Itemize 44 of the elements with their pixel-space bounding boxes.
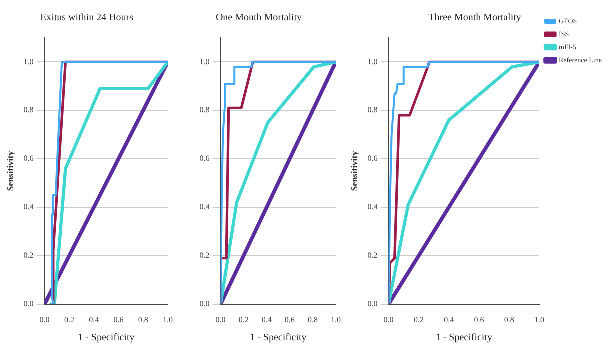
y-tick-label: 0.8 [368,106,378,115]
x-tick-label: 0.2 [414,315,424,324]
chart-title: Three Month Mortality [428,12,522,24]
y-tick-label: 1.0 [368,57,378,66]
x-tick-label: 0.6 [284,315,295,324]
y-tick-label: 1.0 [200,57,210,66]
y-tick-label: 0.8 [200,106,210,115]
x-tick-label: 0.2 [238,315,249,324]
x-axis-title: 1 - Specificity [436,332,492,344]
y-tick-label: 0.4 [368,202,378,212]
x-tick-label: 1.0 [163,315,173,324]
x-tick-label: 0.8 [504,315,514,324]
x-tick-label: 0.6 [114,315,124,324]
x-tick-label: 0.4 [89,315,100,324]
x-tick-label: 0.4 [444,315,454,324]
x-tick-label: 1.0 [331,315,341,324]
x-tick-label: 1.0 [534,315,544,324]
y-tick-label: 0.2 [24,251,34,260]
y-tick-label: 0.0 [24,299,34,308]
y-tick-label: 0.6 [368,154,378,164]
y-tick-label: 0.4 [24,202,34,212]
y-tick-label: 0.2 [200,251,210,260]
x-tick-label: 0.0 [384,315,394,324]
y-tick-label: 0.6 [24,154,34,164]
x-tick-label: 0.0 [216,315,226,324]
y-axis-title: Sensitivity [350,150,360,192]
x-axis-title: 1 - Specificity [250,332,307,344]
chart-title: One Month Mortality [216,12,302,24]
chart-title: Exitus within 24 Hours [40,12,134,24]
x-axis-title: 1 - Specificity [78,332,135,344]
y-tick-label: 0.8 [24,106,34,115]
x-tick-label: 0.0 [40,315,50,324]
x-tick-label: 0.8 [308,315,318,324]
x-tick-label: 0.4 [262,315,272,324]
x-tick-label: 0.8 [138,315,148,324]
y-tick-label: 0.2 [368,251,378,260]
y-tick-label: 0.6 [200,154,210,164]
y-tick-label: 1.0 [24,57,34,66]
x-tick-label: 0.2 [64,315,74,324]
x-tick-label: 0.6 [474,315,484,324]
y-tick-label: 0.0 [200,299,210,308]
y-tick-label: 0.0 [368,299,378,308]
y-axis-title: Sensitivity [6,150,16,192]
y-tick-label: 0.4 [200,202,210,212]
